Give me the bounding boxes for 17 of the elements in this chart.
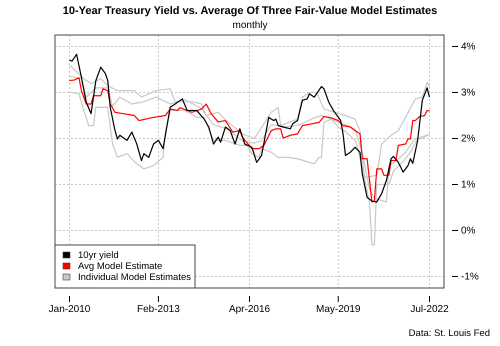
legend-label: Avg Model Estimate — [78, 261, 162, 272]
y-tick-label: 1% — [461, 180, 476, 191]
x-tick-label: Feb-2013 — [136, 304, 180, 316]
legend-label: 10yr yield — [78, 250, 119, 261]
y-tick-label: 0% — [461, 226, 476, 237]
legend-label: Individual Model Estimates — [78, 272, 192, 283]
text: Data: St. Louis Fed — [408, 328, 490, 339]
chart-title: 10-Year Treasury Yield vs. Average Of Three Fair-Value Model Estimates — [62, 5, 438, 17]
x-tick-label: Jul-2022 — [410, 304, 450, 316]
x-tick-label: Jan-2010 — [48, 304, 91, 316]
chart-subtitle: monthly — [232, 20, 268, 31]
y-tick-label: 2% — [461, 134, 476, 145]
y-tick-label: -1% — [461, 272, 479, 283]
y-tick-label: 4% — [461, 42, 476, 53]
y-tick-label: 3% — [461, 88, 476, 99]
x-tick-label: Apr-2016 — [228, 304, 271, 316]
x-tick-label: May-2019 — [316, 304, 361, 316]
